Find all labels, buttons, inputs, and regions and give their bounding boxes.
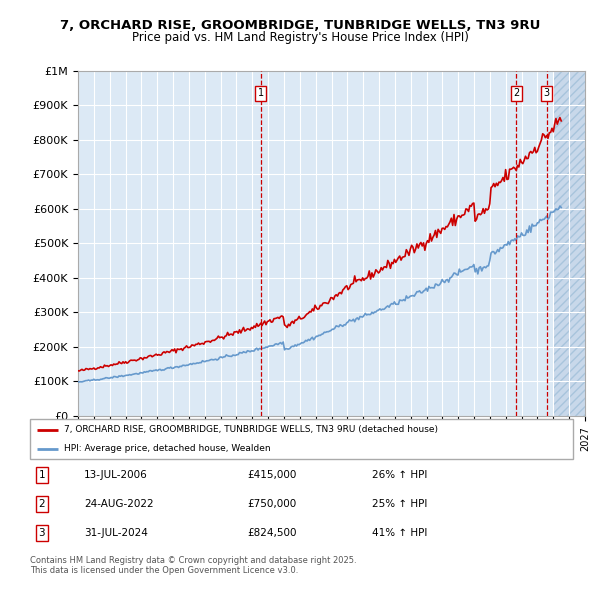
Text: 2: 2 xyxy=(513,88,519,98)
Text: 24-AUG-2022: 24-AUG-2022 xyxy=(85,499,154,509)
Text: 26% ↑ HPI: 26% ↑ HPI xyxy=(372,470,427,480)
Bar xyxy=(553,71,585,416)
Text: 3: 3 xyxy=(544,88,550,98)
Text: Price paid vs. HM Land Registry's House Price Index (HPI): Price paid vs. HM Land Registry's House … xyxy=(131,31,469,44)
Text: 31-JUL-2024: 31-JUL-2024 xyxy=(85,527,148,537)
FancyBboxPatch shape xyxy=(30,419,573,459)
Text: 13-JUL-2006: 13-JUL-2006 xyxy=(85,470,148,480)
Text: HPI: Average price, detached house, Wealden: HPI: Average price, detached house, Weal… xyxy=(64,444,270,454)
Text: 3: 3 xyxy=(38,527,45,537)
Text: £415,000: £415,000 xyxy=(247,470,296,480)
Text: Contains HM Land Registry data © Crown copyright and database right 2025.
This d: Contains HM Land Registry data © Crown c… xyxy=(30,556,356,575)
Text: 1: 1 xyxy=(38,470,45,480)
Text: 41% ↑ HPI: 41% ↑ HPI xyxy=(372,527,427,537)
Text: 7, ORCHARD RISE, GROOMBRIDGE, TUNBRIDGE WELLS, TN3 9RU (detached house): 7, ORCHARD RISE, GROOMBRIDGE, TUNBRIDGE … xyxy=(64,425,437,434)
Text: £824,500: £824,500 xyxy=(247,527,297,537)
Text: £750,000: £750,000 xyxy=(247,499,296,509)
Text: 1: 1 xyxy=(258,88,264,98)
Text: 25% ↑ HPI: 25% ↑ HPI xyxy=(372,499,427,509)
Text: 7, ORCHARD RISE, GROOMBRIDGE, TUNBRIDGE WELLS, TN3 9RU: 7, ORCHARD RISE, GROOMBRIDGE, TUNBRIDGE … xyxy=(60,19,540,32)
Text: 2: 2 xyxy=(38,499,45,509)
